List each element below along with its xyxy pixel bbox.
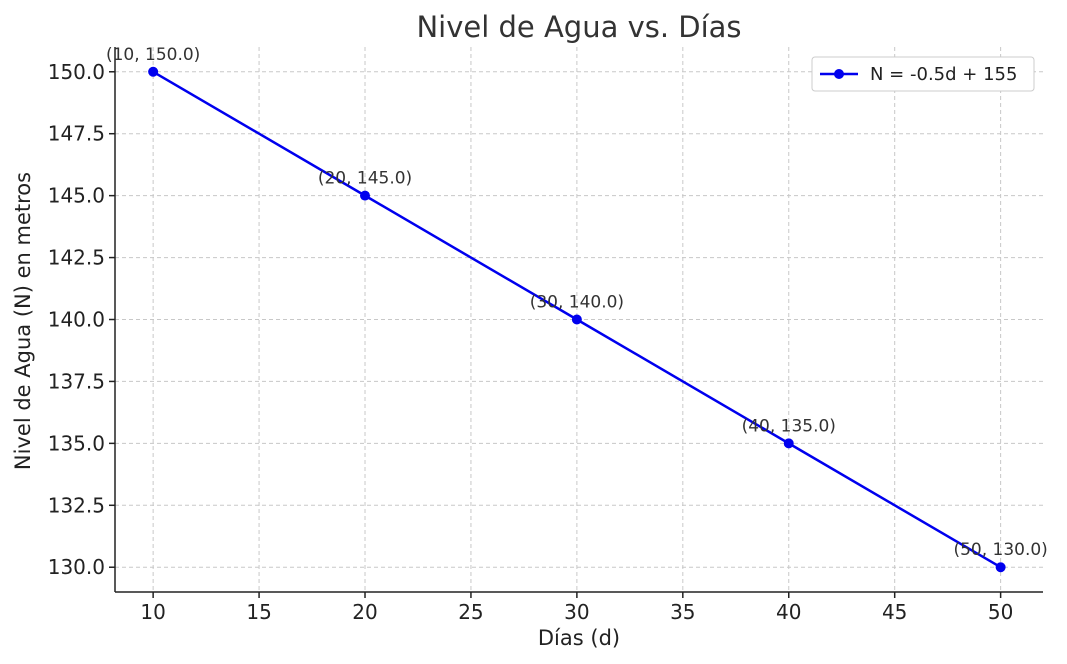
chart-title: Nivel de Agua vs. Días <box>416 10 741 44</box>
x-tick-label: 10 <box>140 600 165 624</box>
y-tick-label: 150.0 <box>48 60 105 84</box>
x-tick-label: 30 <box>564 600 589 624</box>
point-label: (40, 135.0) <box>742 416 836 436</box>
y-axis-label: Nivel de Agua (N) en metros <box>11 172 35 470</box>
point-label: (50, 130.0) <box>953 540 1047 560</box>
x-tick-label: 25 <box>458 600 483 624</box>
x-tick-label: 50 <box>988 600 1013 624</box>
data-point <box>783 438 794 449</box>
point-label: (30, 140.0) <box>530 293 624 313</box>
y-tick-label: 137.5 <box>48 369 105 393</box>
x-tick-label: 35 <box>670 600 695 624</box>
x-tick-label: 45 <box>882 600 907 624</box>
y-tick-label: 135.0 <box>48 431 105 455</box>
point-label: (10, 150.0) <box>106 45 200 65</box>
y-tick-label: 132.5 <box>48 493 105 517</box>
legend: N = -0.5d + 155 <box>811 56 1035 92</box>
legend-marker-swatch <box>834 69 844 79</box>
data-point <box>995 562 1006 573</box>
y-tick-label: 130.0 <box>48 555 105 579</box>
data-point <box>148 66 159 77</box>
point-labels-layer: (10, 150.0) (20, 145.0) (30, 140.0) (40, 13… <box>106 45 1048 560</box>
y-tick-label: 145.0 <box>48 184 105 208</box>
y-tick-label: 142.5 <box>48 246 105 270</box>
point-label: (20, 145.0) <box>318 169 412 189</box>
x-tick-label: 40 <box>776 600 801 624</box>
y-tick-label: 140.0 <box>48 308 105 332</box>
data-point <box>571 314 582 325</box>
x-tick-label: 15 <box>246 600 271 624</box>
y-tick-label: 147.5 <box>48 122 105 146</box>
x-tick-label: 20 <box>352 600 377 624</box>
data-point <box>360 190 371 201</box>
x-axis-label: Días (d) <box>538 626 620 650</box>
series-layer <box>148 66 1006 573</box>
legend-entry-label: N = -0.5d + 155 <box>870 64 1017 85</box>
axes-layer: 10 15 20 25 30 35 40 45 50 130.0 132.5 135.0 137.5 14… <box>48 47 1043 624</box>
legend-box <box>811 56 1035 92</box>
